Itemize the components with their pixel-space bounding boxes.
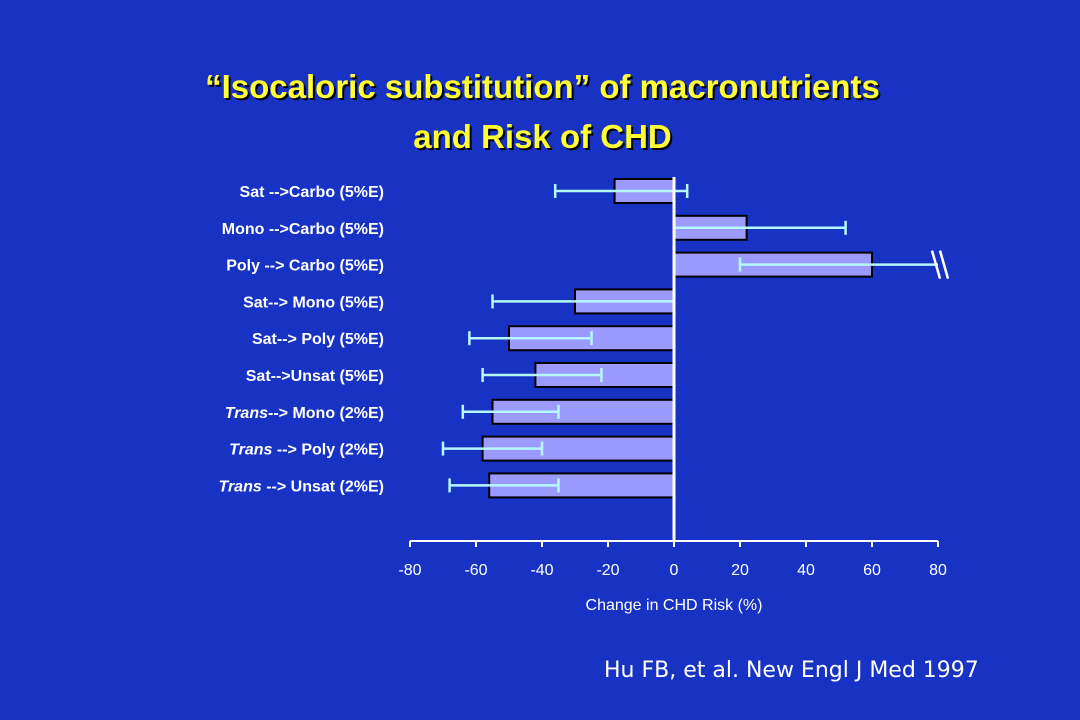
- category-label: Sat-->Unsat (5%E): [246, 368, 384, 385]
- x-tick-label: 60: [863, 562, 881, 579]
- category-label-text: Sat--> Poly (5%E): [252, 331, 384, 348]
- category-label-text: Mono -->Carbo (5%E): [222, 221, 384, 238]
- category-label-text: --> Unsat (2%E): [262, 478, 384, 495]
- category-label: Trans --> Unsat (2%E): [218, 478, 384, 495]
- category-label-text: --> Mono (2%E): [268, 405, 384, 422]
- x-tick-label: 0: [670, 562, 679, 579]
- category-label: Sat -->Carbo (5%E): [240, 184, 384, 201]
- category-label-prefix: Trans: [229, 442, 272, 459]
- x-tick-label: 20: [731, 562, 749, 579]
- title-line-2: and Risk of CHD: [413, 118, 672, 155]
- x-tick-label: 80: [929, 562, 947, 579]
- category-label-text: Sat-->Unsat (5%E): [246, 368, 384, 385]
- category-label-text: Sat--> Mono (5%E): [243, 294, 384, 311]
- category-label-text: --> Poly (2%E): [272, 442, 384, 459]
- title-line-1: “Isocaloric substitution” of macronutrie…: [205, 68, 880, 105]
- category-label: Mono -->Carbo (5%E): [222, 221, 384, 238]
- axis-break-mark: [938, 250, 950, 279]
- citation: Hu FB, et al. New Engl J Med 1997: [604, 658, 979, 683]
- x-tick-label: -80: [398, 562, 421, 579]
- x-tick-label: -40: [530, 562, 553, 579]
- axis-break-mark: [930, 250, 942, 279]
- category-label: Trans--> Mono (2%E): [225, 405, 384, 422]
- category-label: Poly --> Carbo (5%E): [226, 258, 384, 275]
- category-label: Sat--> Poly (5%E): [252, 331, 384, 348]
- x-tick-label: -60: [464, 562, 487, 579]
- x-tick-label: 40: [797, 562, 815, 579]
- category-label-prefix: Trans: [225, 405, 268, 422]
- x-tick-label: -20: [596, 562, 619, 579]
- chart-title: “Isocaloric substitution” of macronutrie…: [0, 62, 1080, 162]
- category-label-prefix: Trans: [218, 478, 261, 495]
- category-label-text: Sat -->Carbo (5%E): [240, 184, 384, 201]
- category-label: Sat--> Mono (5%E): [243, 294, 384, 311]
- x-axis-title: Change in CHD Risk (%): [586, 597, 763, 614]
- category-label-text: Poly --> Carbo (5%E): [226, 258, 384, 275]
- category-label: Trans --> Poly (2%E): [229, 442, 384, 459]
